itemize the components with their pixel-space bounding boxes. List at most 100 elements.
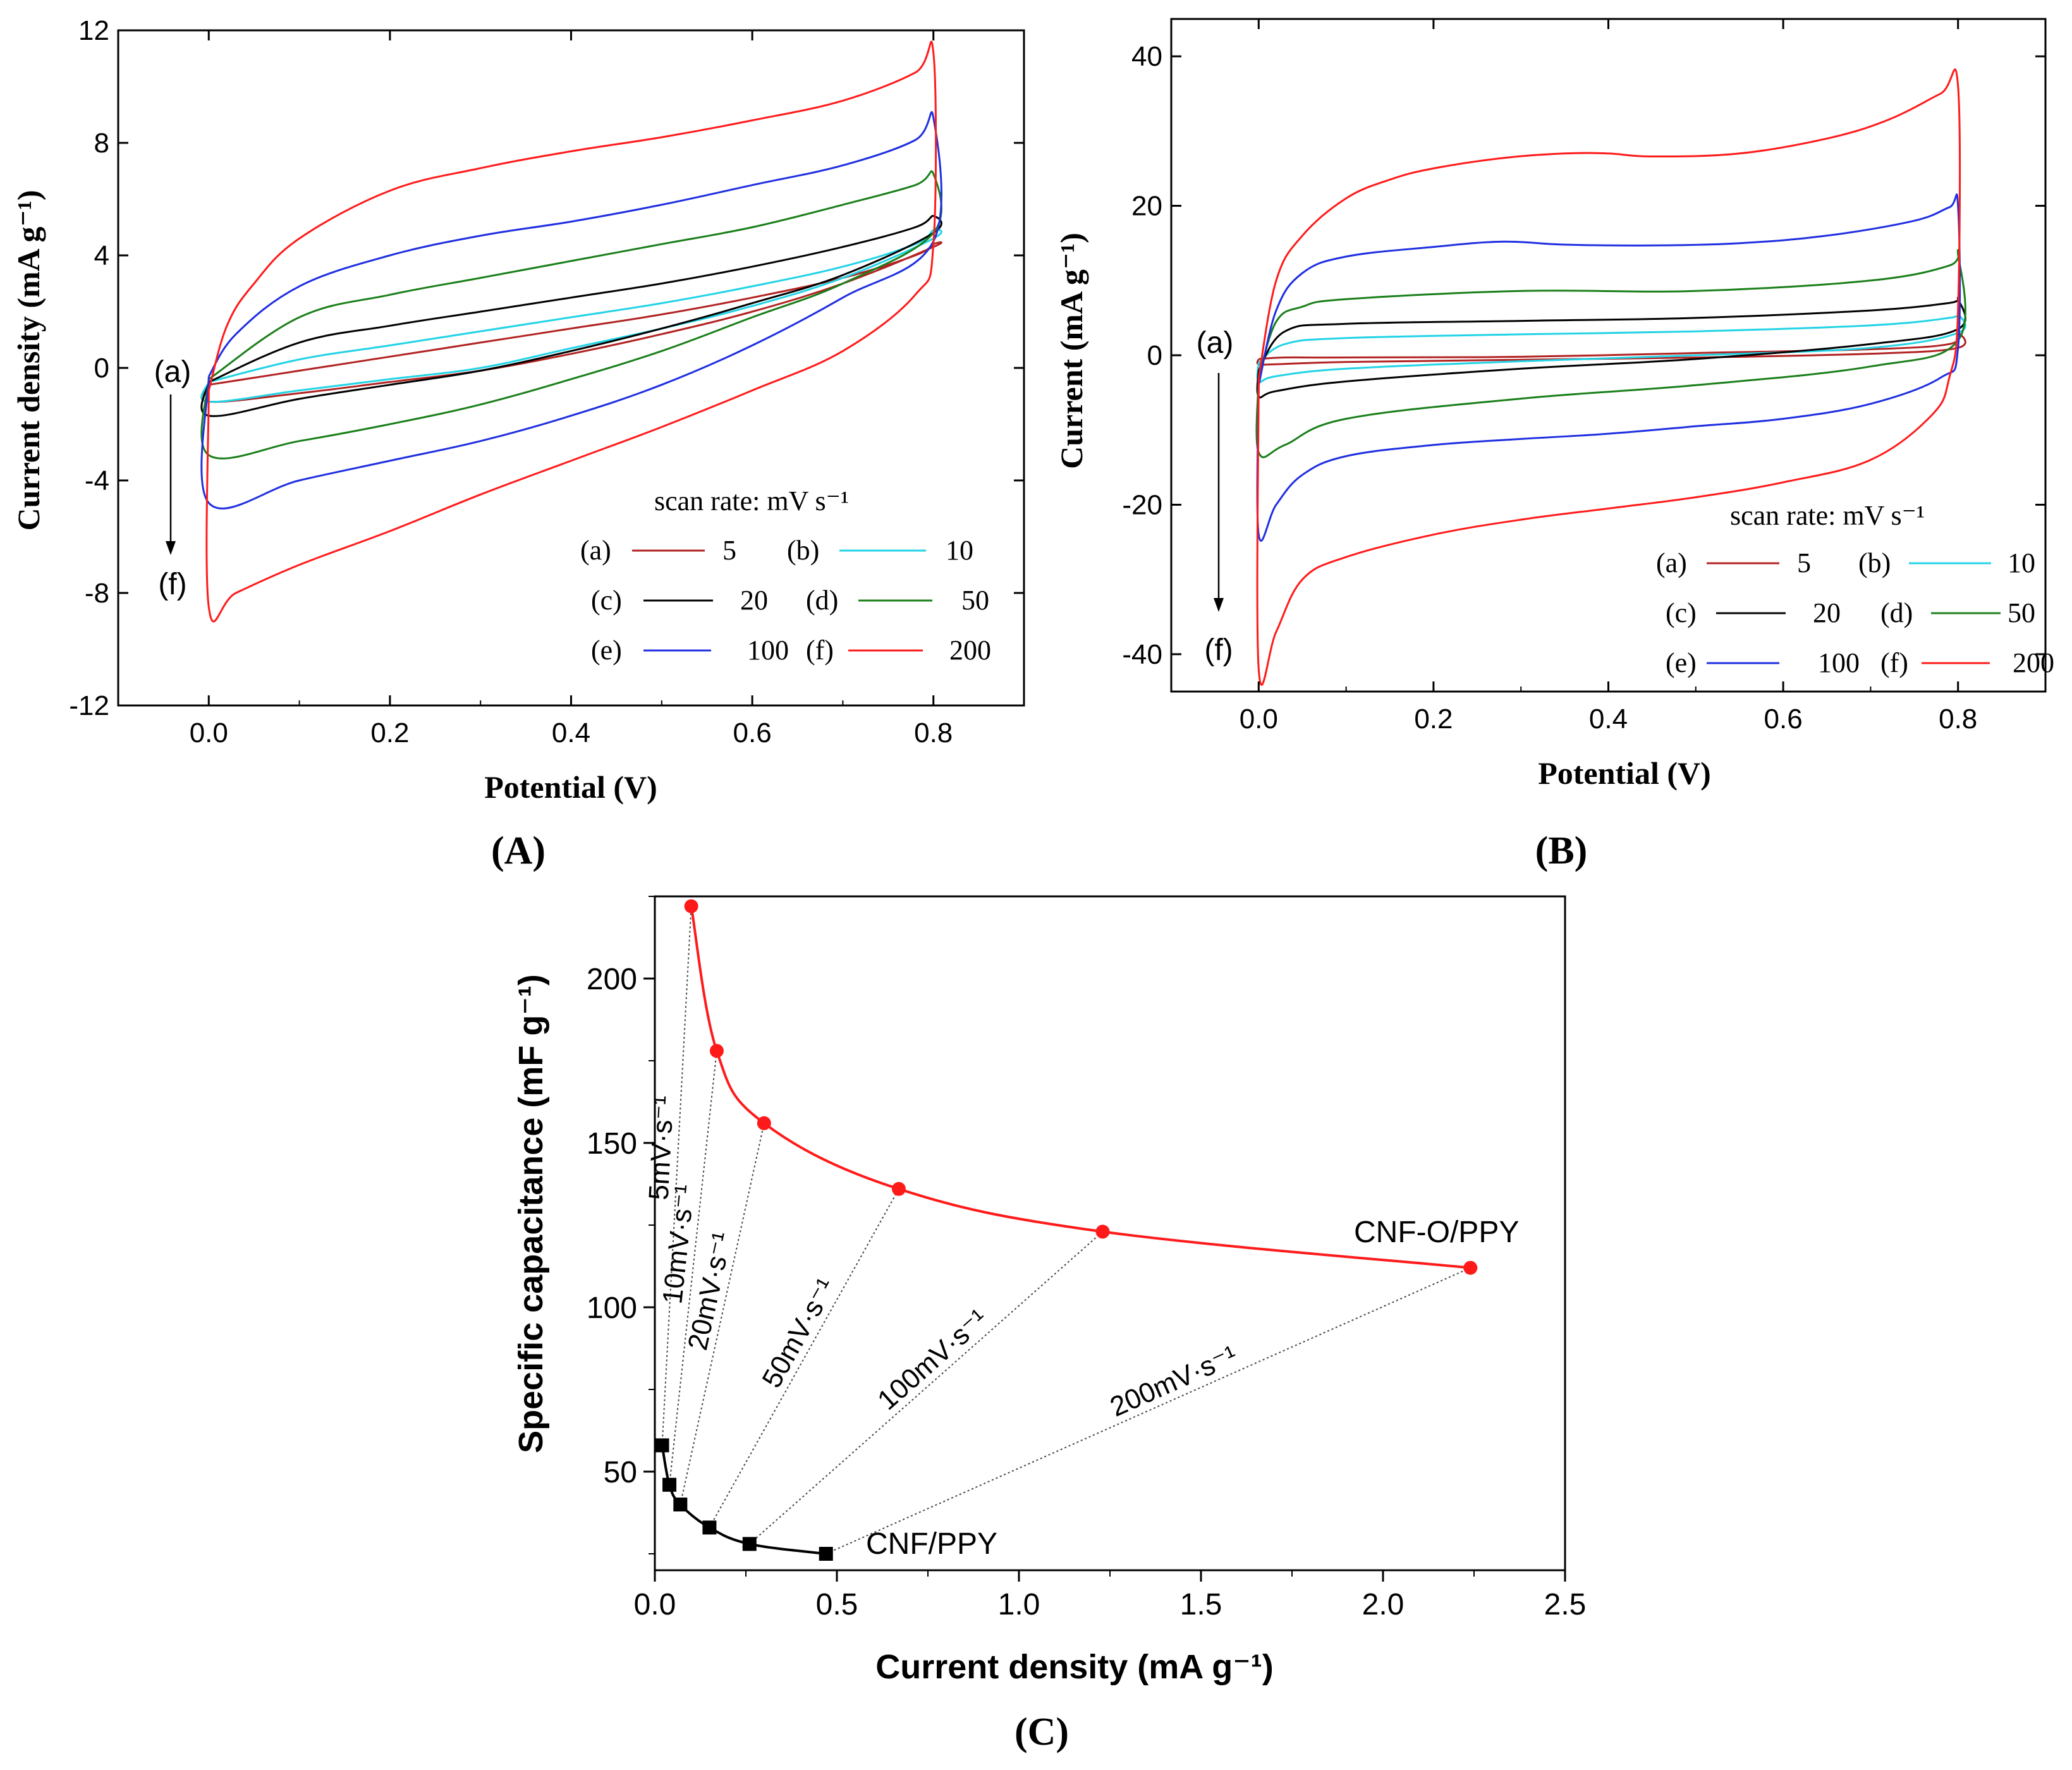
panel-a-legend: scan rate: mV s⁻¹ (a) 5 (b) 10 (c) 20 (d) 50 (e)… — [580, 485, 991, 666]
y-tick-label: 8 — [94, 128, 109, 159]
legend-letter-a: (a) — [1656, 547, 1687, 578]
cap-point-capO — [1463, 1260, 1478, 1275]
legend-letter-c: (c) — [1666, 597, 1697, 628]
legend-value-e: 100 — [747, 635, 789, 666]
panel-c-series-label-cnf-o-ppy: CNF-O/PPY — [1354, 1216, 1519, 1249]
panel-b-arrow-end-label: (f) — [1204, 633, 1233, 667]
x-tick-label: 0.0 — [190, 717, 228, 748]
y-tick-label: -4 — [85, 465, 109, 496]
cv-curve-f — [1256, 68, 1961, 686]
rate-guide-line — [669, 1051, 717, 1485]
panel-b-x-label: Potential (V) — [1538, 755, 1711, 791]
x-tick-label: 0.2 — [370, 717, 409, 748]
legend-letter-b: (b) — [1858, 547, 1891, 578]
panel-b-legend-title: scan rate: mV s⁻¹ — [1730, 500, 1925, 531]
panel-b-label: (B) — [1535, 829, 1588, 872]
panel-c-label: (C) — [1015, 1711, 1069, 1754]
panel-a-y-label: Current density (mA g⁻¹) — [11, 190, 46, 530]
panel-c-curves — [655, 899, 1478, 1561]
y-tick-label: 4 — [94, 240, 109, 271]
panel-c-y-label: Specific capacitance (mF g⁻¹) — [512, 974, 550, 1453]
y-tick-label: 0 — [1147, 340, 1162, 371]
legend-value-c: 20 — [1813, 597, 1841, 628]
panel-c: 0.0 0.5 1.0 1.5 2.0 2.5 50 100 150 200 5mV·s⁻¹10m… — [512, 895, 1587, 1754]
rate-guide-line — [679, 1123, 765, 1505]
legend-letter-f: (f) — [1880, 647, 1908, 678]
cap-point-capP — [662, 1477, 677, 1492]
cap-point-capP — [673, 1498, 688, 1511]
x-tick-label: 0.6 — [733, 717, 772, 748]
legend-letter-f: (f) — [806, 635, 834, 666]
y-tick-label: 150 — [587, 1127, 637, 1161]
panel-a-annotations: (a) (f) — [154, 355, 192, 601]
panel-b-axes: 0.0 0.2 0.4 0.6 0.8 -40 -20 0 20 40 — [1122, 19, 2046, 735]
legend-value-d: 50 — [2008, 597, 2035, 628]
x-tick-label: 1.0 — [998, 1588, 1040, 1621]
legend-value-f: 200 — [949, 635, 991, 666]
panel-a-arrow-head — [166, 541, 176, 555]
panel-b-curves — [1255, 68, 1966, 686]
panel-b-annotations: (a) (f) — [1197, 326, 1234, 667]
x-tick-label: 0.8 — [1939, 704, 1977, 735]
cv-curve-b — [200, 228, 942, 403]
x-tick-label: 2.0 — [1362, 1588, 1405, 1621]
cv-curve-a — [200, 241, 942, 403]
cap-point-capO — [684, 899, 698, 913]
y-tick-label: 12 — [78, 15, 109, 46]
y-tick-label: 50 — [604, 1456, 637, 1489]
panel-a-x-label: Potential (V) — [484, 769, 657, 805]
panel-a-plot-frame — [117, 29, 1025, 707]
rate-label: 100mV·s⁻¹ — [872, 1303, 994, 1416]
panel-c-series-label-cnf-ppy: CNF/PPY — [866, 1527, 997, 1561]
x-tick-label: 0.5 — [816, 1588, 858, 1621]
rate-guide-line — [749, 1231, 1104, 1545]
cv-curve-a — [1256, 331, 1966, 366]
panel-a: 0.0 0.2 0.4 0.6 0.8 -12 -8 -4 0 4 8 12 Potential (V… — [11, 15, 1025, 872]
panel-a-label: (A) — [491, 829, 545, 872]
cap-point-capO — [891, 1181, 906, 1196]
x-tick-label: 0.8 — [914, 717, 953, 748]
panel-a-arrow-start-label: (a) — [154, 355, 192, 389]
cap-point-capP — [655, 1438, 669, 1453]
cv-curve-f — [205, 40, 937, 623]
y-tick-label: 200 — [587, 963, 637, 996]
x-tick-label: 0.4 — [552, 717, 590, 748]
y-tick-label: 0 — [94, 353, 109, 384]
legend-letter-c: (c) — [591, 585, 622, 616]
cap-point-capP — [742, 1537, 757, 1551]
y-tick-label: -40 — [1122, 639, 1162, 670]
y-tick-label: -8 — [85, 578, 109, 609]
legend-value-b: 10 — [2008, 547, 2035, 578]
cap-point-capO — [1095, 1224, 1110, 1239]
rate-guide-line — [826, 1267, 1471, 1554]
legend-value-c: 20 — [740, 585, 768, 616]
legend-letter-b: (b) — [787, 535, 819, 566]
cv-curve-e — [200, 111, 942, 510]
cv-curve-c — [200, 215, 942, 417]
panel-b-arrow-start-label: (a) — [1197, 326, 1234, 360]
panel-a-legend-title: scan rate: mV s⁻¹ — [654, 485, 849, 516]
rate-label: 10mV·s⁻¹ — [657, 1183, 700, 1306]
y-tick-label: 40 — [1131, 41, 1162, 72]
cap-point-capP — [819, 1547, 833, 1561]
panel-a-arrow-end-label: (f) — [158, 568, 186, 601]
y-tick-label: -12 — [69, 690, 109, 721]
panel-a-axes: 0.0 0.2 0.4 0.6 0.8 -12 -8 -4 0 4 8 12 — [69, 15, 1025, 748]
x-tick-label: 2.5 — [1544, 1588, 1587, 1621]
panel-a-curves — [200, 40, 942, 623]
x-tick-label: 0.0 — [1240, 704, 1278, 735]
rate-label: 5mV·s⁻¹ — [643, 1095, 680, 1200]
rate-label: 200mV·s⁻¹ — [1106, 1340, 1241, 1422]
panel-b-y-label: Current (mA g⁻¹) — [1054, 233, 1089, 469]
x-tick-label: 0.2 — [1414, 704, 1453, 735]
cap-point-capO — [757, 1116, 771, 1130]
legend-value-f: 200 — [2013, 647, 2054, 678]
legend-letter-d: (d) — [806, 585, 838, 616]
x-tick-label: 1.5 — [1180, 1588, 1222, 1621]
legend-letter-d: (d) — [1880, 597, 1913, 628]
legend-value-a: 5 — [1797, 547, 1811, 578]
legend-letter-a: (a) — [580, 535, 611, 566]
panel-b-arrow-head — [1214, 598, 1224, 612]
rate-guide-line — [709, 1188, 899, 1528]
cap-curve-capO — [690, 906, 1471, 1269]
